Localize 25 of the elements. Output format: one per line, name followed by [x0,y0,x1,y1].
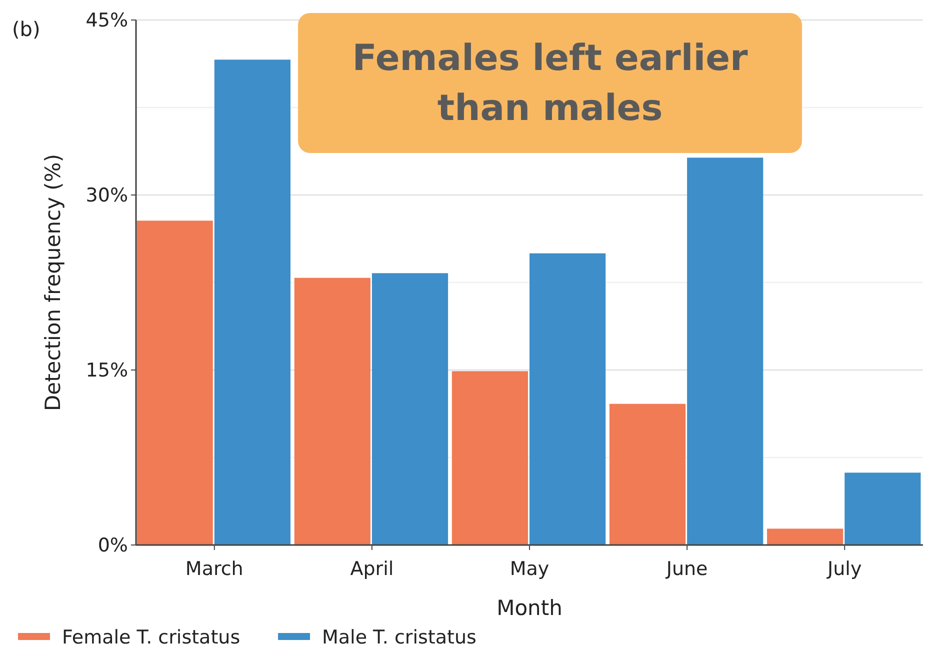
x-tick-label: April [350,558,394,580]
x-tick-label: May [510,558,550,580]
text: (b) [12,17,40,41]
bar [844,472,921,545]
x-tick-label: June [665,558,708,580]
annotation: Females left earlier than males [352,38,748,129]
bar [294,278,370,545]
x-tick-label: July [826,558,862,580]
bar [372,273,448,545]
y-tick-label: 45% [86,10,128,32]
legend-label: Male T. cristatus [322,626,476,649]
x-axis-title: Month [496,596,562,620]
x-tick-label: March [185,558,244,580]
bar [452,371,528,545]
bar [767,528,844,545]
bar [214,60,290,545]
bar [609,404,686,545]
y-tick-label: 15% [86,360,128,382]
y-tick-label: 30% [86,184,128,207]
legend-label: Female T. cristatus [62,626,240,649]
bar [530,253,606,545]
y-tick-label: 0% [98,534,128,557]
y-axis-title: Detection frequency (%) [41,154,65,412]
bar [687,158,764,545]
bar [136,220,213,545]
